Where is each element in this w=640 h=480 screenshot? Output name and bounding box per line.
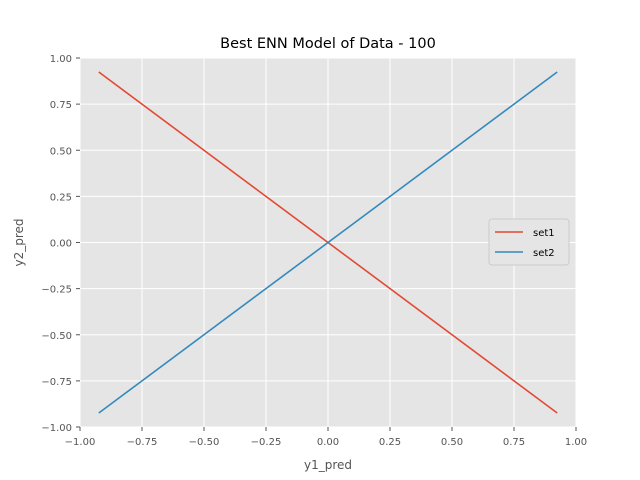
x-tick-label: −0.75: [127, 437, 158, 448]
y-tick-label: 0.50: [50, 146, 72, 157]
series-lines: [98, 71, 558, 414]
y-tick-label: −0.50: [41, 331, 72, 342]
x-tick-label: 0.00: [317, 437, 339, 448]
x-tick-label: 1.00: [565, 437, 587, 448]
chart-title: Best ENN Model of Data - 100: [220, 36, 436, 52]
x-tick-label: −1.00: [65, 437, 96, 448]
legend-label-set1: set1: [533, 228, 555, 239]
x-axis-label: y1_pred: [304, 458, 352, 472]
series-line-set2: [98, 71, 558, 414]
x-axis-ticks: −1.00 −0.75 −0.50 −0.25 0.00 0.25 0.50 0.75 1.00: [65, 427, 587, 448]
legend-label-set2: set2: [533, 248, 555, 259]
y-tick-label: 1.00: [50, 54, 72, 65]
x-tick-label: 0.50: [441, 437, 463, 448]
legend-frame: [488, 218, 570, 266]
y-tick-label: −0.75: [41, 377, 72, 388]
y-tick-label: 0.75: [50, 100, 72, 111]
y-axis-ticks: −1.00 −0.75 −0.50 −0.25 0.00 0.25 0.50 0.75 1.00: [41, 54, 80, 434]
y-tick-label: −1.00: [41, 423, 72, 434]
x-tick-label: −0.50: [189, 437, 220, 448]
x-tick-label: −0.25: [251, 437, 282, 448]
legend: set1 set2: [488, 218, 570, 266]
x-tick-label: 0.75: [503, 437, 525, 448]
y-tick-label: 0.25: [50, 192, 72, 203]
y-tick-label: −0.25: [41, 285, 72, 296]
x-tick-label: 0.25: [379, 437, 401, 448]
y-tick-label: 0.00: [50, 239, 72, 250]
y-axis-label: y2_pred: [12, 218, 26, 266]
